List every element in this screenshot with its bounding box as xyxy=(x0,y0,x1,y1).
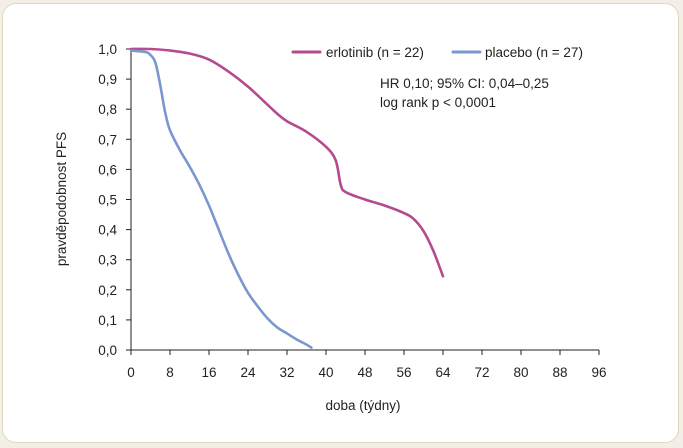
annotation-hr: HR 0,10; 95% CI: 0,04–0,25 xyxy=(380,76,549,91)
y-tick-label: 0,0 xyxy=(98,343,117,358)
y-tick-label: 0,9 xyxy=(98,72,117,87)
x-tick-label: 0 xyxy=(127,365,135,380)
y-tick-label: 0,2 xyxy=(98,283,117,298)
x-tick-label: 72 xyxy=(474,365,489,380)
y-tick-label: 0,4 xyxy=(98,223,117,238)
series-lines xyxy=(129,47,445,349)
erlotinib-curve xyxy=(129,47,445,278)
y-axis-label: pravděpodobnost PFS xyxy=(54,132,69,266)
y-tick-label: 0,7 xyxy=(98,132,117,147)
x-tick-label: 48 xyxy=(357,365,372,380)
x-tick-label: 24 xyxy=(240,365,256,380)
legend-label-placebo: placebo (n = 27) xyxy=(485,45,583,60)
chart-frame xyxy=(2,3,679,443)
x-tick-label: 40 xyxy=(318,365,333,380)
legend-label-erlotinib: erlotinib (n = 22) xyxy=(326,45,424,60)
x-tick-label: 56 xyxy=(396,365,411,380)
annotation-logrank: log rank p < 0,0001 xyxy=(380,95,496,110)
x-axis-label: doba (týdny) xyxy=(325,398,400,413)
y-tick-label: 0,3 xyxy=(98,253,117,268)
x-tick-label: 80 xyxy=(513,365,528,380)
x-tick-label: 16 xyxy=(201,365,216,380)
y-tick-label: 0,6 xyxy=(98,162,117,177)
y-tick-label: 0,5 xyxy=(98,193,117,208)
y-axis-ticks: 0,0 0,1 0,2 0,3 0,4 0,5 0,6 0,7 0,8 0,9 1,0 xyxy=(98,42,131,358)
x-tick-label: 88 xyxy=(552,365,567,380)
x-tick-label: 96 xyxy=(591,365,606,380)
x-tick-label: 32 xyxy=(279,365,294,380)
y-tick-label: 1,0 xyxy=(98,42,117,57)
x-tick-label: 8 xyxy=(166,365,174,380)
placebo-curve xyxy=(129,49,313,349)
y-tick-label: 0,1 xyxy=(98,313,117,328)
x-tick-label: 64 xyxy=(435,365,451,380)
legend: erlotinib (n = 22) placebo (n = 27) xyxy=(291,45,583,60)
x-axis-ticks: 0 8 16 24 32 40 48 56 64 72 80 88 96 xyxy=(127,350,607,380)
y-tick-label: 0,8 xyxy=(98,102,117,117)
